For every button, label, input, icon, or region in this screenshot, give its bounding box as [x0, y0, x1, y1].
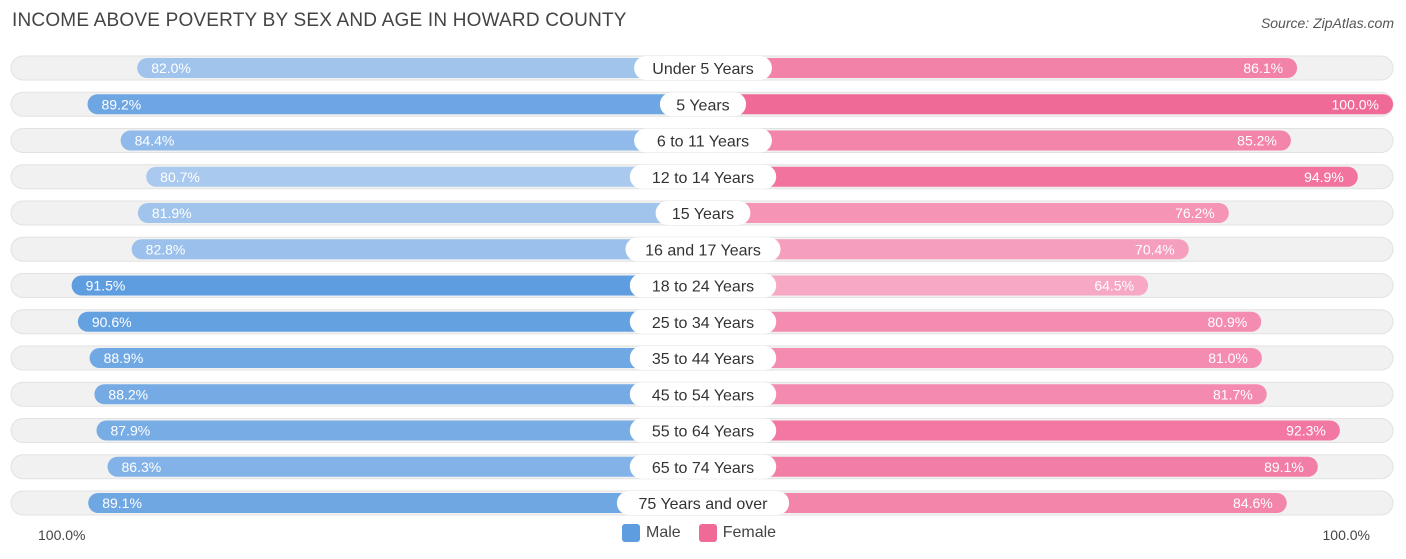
data-label-male: 82.8%	[146, 241, 186, 257]
bar-chart: 82.0% 86.1% Under 5 Years 89.2% 100.0% 5 Year…	[10, 55, 1394, 516]
bar-male	[89, 348, 704, 368]
bar-female	[703, 384, 1267, 405]
category-label-background	[629, 382, 777, 407]
category-label: 45 to 54 Years	[652, 387, 754, 404]
data-label-female: 89.1%	[1264, 459, 1304, 475]
legend-swatch-female	[698, 524, 717, 542]
bar-female	[703, 348, 1262, 368]
legend-swatch-male	[622, 524, 640, 542]
chart-title: INCOME ABOVE POVERTY BY SEX AND AGE IN H…	[12, 10, 627, 31]
category-label-background	[634, 128, 772, 153]
legend-label-male: Male	[646, 524, 681, 541]
data-label-male: 82.0%	[151, 60, 191, 76]
category-label-background	[629, 418, 777, 443]
category-label-background	[634, 56, 772, 80]
category-label: 15 Years	[672, 206, 734, 223]
category-label: 55 to 64 Years	[652, 424, 754, 441]
category-label: 12 to 14 Years	[652, 170, 754, 187]
bar-female	[703, 420, 1340, 441]
data-label-male: 88.9%	[104, 350, 144, 366]
category-label: 75 Years and over	[639, 496, 769, 513]
legend: Male Female	[622, 524, 776, 542]
data-label-male: 88.2%	[108, 386, 148, 402]
bar-female	[703, 203, 1229, 223]
data-label-male: 84.4%	[135, 133, 175, 149]
category-label-background	[616, 491, 790, 515]
category-label-background	[629, 309, 777, 334]
data-label-female: 94.9%	[1304, 169, 1344, 185]
category-label: Under 5 Years	[652, 61, 753, 78]
bar-male	[87, 94, 703, 115]
data-label-female: 81.7%	[1213, 386, 1253, 402]
category-label-background	[629, 346, 777, 370]
bar-female	[703, 94, 1393, 115]
data-label-female: 76.2%	[1175, 205, 1215, 221]
data-label-male: 89.2%	[102, 96, 142, 112]
data-label-female: 80.9%	[1208, 314, 1248, 330]
legend-label-female: Female	[722, 524, 777, 541]
data-label-male: 91.5%	[86, 278, 126, 294]
data-label-female: 86.1%	[1243, 60, 1283, 76]
bar-male	[94, 384, 704, 405]
legend-item-female: Female	[698, 524, 777, 542]
data-label-male: 87.9%	[110, 423, 150, 439]
data-label-female: 92.3%	[1286, 423, 1326, 439]
legend-item-male: Male	[622, 524, 681, 542]
bar-male	[77, 311, 704, 332]
source-label: Source: ZipAtlas.com	[1260, 15, 1394, 31]
bar-female	[703, 166, 1358, 187]
category-label-background	[629, 273, 777, 298]
data-label-male: 86.3%	[122, 459, 162, 475]
bar-male	[131, 239, 703, 260]
bar-female	[703, 456, 1318, 477]
category-label-background	[629, 164, 777, 189]
category-label: 16 and 17 Years	[645, 242, 761, 259]
category-label-background	[625, 237, 781, 262]
category-label: 5 Years	[676, 97, 729, 114]
data-label-female: 85.2%	[1237, 133, 1277, 149]
data-label-female: 100.0%	[1332, 96, 1379, 112]
category-label: 18 to 24 Years	[652, 279, 754, 296]
category-label-background	[655, 201, 751, 225]
data-label-male: 89.1%	[102, 495, 142, 511]
bar-male	[107, 456, 703, 477]
category-label: 25 to 34 Years	[652, 315, 754, 332]
data-label-male: 80.7%	[160, 169, 200, 185]
bar-female	[703, 239, 1189, 260]
data-label-female: 84.6%	[1233, 495, 1273, 511]
data-label-female: 64.5%	[1094, 278, 1134, 294]
data-label-female: 81.0%	[1208, 350, 1248, 366]
category-label: 35 to 44 Years	[652, 351, 754, 368]
bar-male	[96, 420, 704, 441]
bar-male	[71, 275, 703, 296]
data-label-female: 70.4%	[1135, 241, 1175, 257]
category-label-background	[629, 454, 777, 479]
bar-female	[703, 275, 1149, 296]
category-label-background	[659, 92, 747, 117]
bar-male	[137, 203, 703, 223]
axis-label-right: 100.0%	[1322, 527, 1370, 543]
category-label: 65 to 74 Years	[652, 460, 754, 477]
axis-label-left: 100.0%	[38, 527, 86, 543]
bar-male	[88, 493, 703, 513]
bar-male	[137, 58, 703, 78]
bar-female	[703, 493, 1287, 513]
data-label-male: 81.9%	[152, 205, 192, 221]
bar-male	[120, 130, 703, 151]
bar-female	[703, 311, 1262, 332]
bar-female	[703, 58, 1298, 78]
category-label: 6 to 11 Years	[657, 134, 749, 151]
bar-male	[146, 166, 704, 187]
data-label-male: 90.6%	[92, 314, 132, 330]
bar-female	[703, 130, 1291, 151]
